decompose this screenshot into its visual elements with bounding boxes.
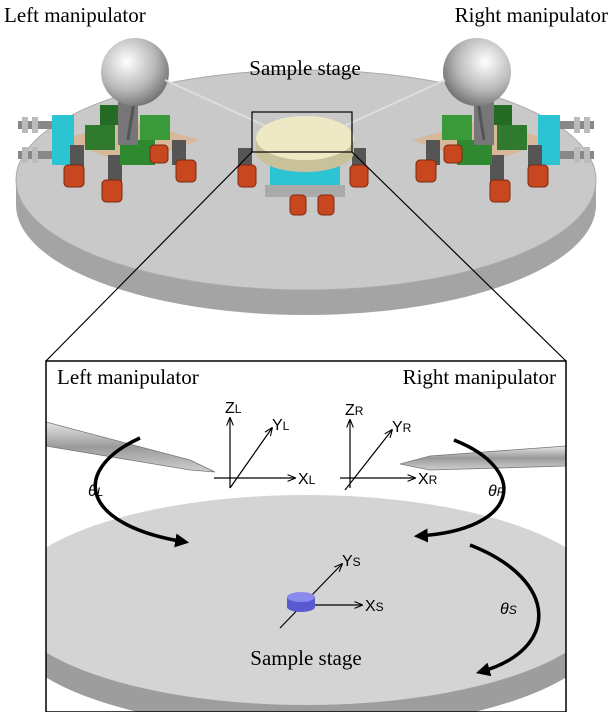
inset-left-label: Left manipulator (57, 365, 199, 389)
text-part: θ (88, 483, 97, 500)
axis-label: XS (365, 598, 384, 615)
text-part: X (418, 471, 429, 488)
text-part: S (509, 603, 517, 617)
text-part: R (355, 404, 364, 418)
text-part: L (309, 473, 316, 487)
text-part: R (497, 485, 506, 499)
text-part: Y (272, 417, 283, 434)
shape (287, 602, 315, 612)
text-part: S (376, 600, 384, 614)
axis-label: YR (392, 419, 412, 436)
axis-label: XR (418, 471, 438, 488)
top-left-label: Left manipulator (4, 3, 146, 27)
text-part: R (429, 473, 438, 487)
axis-label: ZL (225, 400, 242, 417)
text-part: Z (345, 402, 355, 419)
text-part: S (353, 555, 361, 569)
text-part: L (97, 485, 104, 499)
angle-label: θL (88, 483, 103, 500)
top-view: Left manipulator Right manipulator Sampl… (4, 3, 608, 361)
axis-label: XL (298, 471, 316, 488)
angle-label: θR (488, 483, 506, 500)
shape (287, 592, 315, 602)
inset-right-label: Right manipulator (403, 365, 556, 389)
text-part: Z (225, 400, 235, 417)
angle-label: θS (500, 601, 517, 618)
inset: Left manipulator Right manipulator Sampl… (6, 361, 606, 712)
sample-puck (287, 592, 315, 612)
axis-label: YS (342, 553, 361, 570)
shape (350, 165, 368, 187)
shape (238, 165, 256, 187)
text-part: L (235, 402, 242, 416)
text-part: X (365, 598, 376, 615)
shape (265, 185, 345, 197)
text-part: Y (392, 419, 403, 436)
text-part: θ (500, 601, 509, 618)
shape (290, 195, 306, 215)
text-part: L (283, 419, 290, 433)
shape (256, 116, 354, 160)
text-part: X (298, 471, 309, 488)
text-part: θ (488, 483, 497, 500)
shape (318, 195, 334, 215)
axis-label: ZR (345, 402, 364, 419)
diagram: Left manipulator Right manipulator Sampl… (0, 0, 612, 712)
top-right-label: Right manipulator (455, 3, 608, 27)
inset-stage-label: Sample stage (250, 646, 361, 670)
text-part: Y (342, 553, 353, 570)
axis-label: YL (272, 417, 290, 434)
text-part: R (403, 421, 412, 435)
top-stage-label: Sample stage (249, 56, 360, 80)
